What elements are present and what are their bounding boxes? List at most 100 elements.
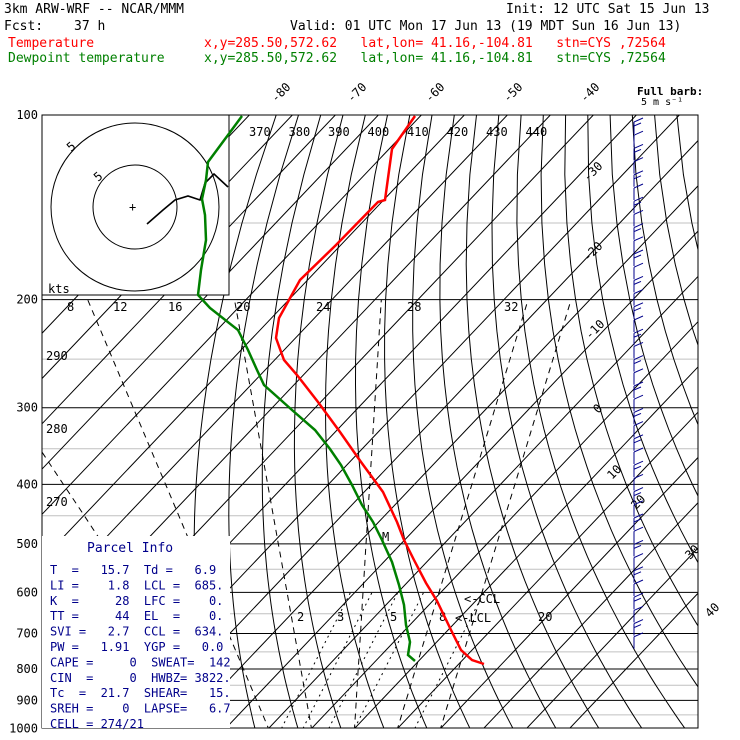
wind-barb-flag [633, 360, 642, 365]
wind-barb-flag [633, 223, 644, 229]
pressure-tick-label: 1000 [9, 722, 38, 736]
pressure-tick-label: 700 [16, 626, 38, 640]
hodograph-unit-label: kts [48, 282, 70, 296]
hodograph-origin: + [129, 200, 136, 214]
wind-barb-flag [633, 143, 644, 149]
wind-barb-flag [633, 130, 644, 136]
wind-barb-flag [633, 333, 642, 338]
isotherm-top-label: -70 [344, 80, 369, 105]
mixing-ratio-line [354, 592, 425, 728]
isotherm-line [182, 185, 698, 728]
wind-barb-flag [633, 386, 642, 391]
mixing-ratio-line [302, 592, 373, 728]
moist-adiabat-line [354, 299, 382, 728]
wind-barb-flag [633, 518, 642, 523]
wind-barb-flag [633, 500, 644, 506]
isotherm-right-label: -10 [582, 317, 607, 342]
plot-area [42, 115, 740, 740]
wind-barb-flag [633, 170, 644, 176]
mixing-ratio-label: 5 [390, 610, 397, 624]
parcel-row: K = 28 LFC = 0. [50, 594, 223, 608]
wind-barb-flag [633, 421, 644, 427]
isotherm-top-label: -60 [422, 80, 447, 105]
hodograph-ring [92, 164, 178, 250]
wind-barb-flag [633, 249, 644, 255]
pressure-tick-label: 600 [16, 585, 38, 599]
wind-barb-flag [633, 302, 644, 308]
theta-label: 420 [447, 125, 469, 139]
mixing-ratio-line [328, 592, 399, 728]
speed-scale-label: 28 [407, 300, 421, 314]
speed-scale-label: 16 [168, 300, 182, 314]
wind-barb-flag [633, 368, 644, 374]
wind-barb-flag [633, 619, 644, 625]
wind-barb-flag [633, 447, 644, 453]
parcel-row: SVI = 2.7 CCL = 634. [50, 625, 223, 639]
wind-barb-flag [633, 275, 644, 281]
isotherm-line [268, 275, 698, 728]
dry-adiabat-line [721, 115, 740, 740]
dry-adiabat-line [228, 115, 299, 728]
dewpoint-profile-line [196, 115, 416, 662]
dry-adiabat-line [516, 115, 686, 728]
parcel-row: PW = 1.91 YGP = 0.0 [50, 640, 223, 654]
valid-time: Valid: 01 UTC Mon 17 Jun 13 (19 MDT Sun … [290, 19, 682, 34]
dry-adiabat-line [354, 115, 428, 728]
isotherm-line [42, 115, 466, 561]
wind-barb-flag [633, 579, 644, 585]
wind-barb-flag [633, 328, 644, 334]
mixing-ratio-line [281, 592, 351, 728]
temperature-location: x,y=285.50,572.62 lat,lon= 41.16,-104.81… [204, 36, 666, 51]
parcel-row: T = 15.7 Td = 6.9 [50, 563, 216, 577]
dry-adiabat-line [654, 115, 698, 347]
init-time: Init: 12 UTC Sat 15 Jun 13 [506, 2, 710, 17]
wind-barb-flag [633, 624, 642, 629]
dry-adiabat-line [540, 115, 698, 688]
parcel-panel-bg [42, 536, 230, 728]
isotherm-line [354, 366, 698, 728]
isotherm-line [42, 115, 337, 425]
isotherm-line [526, 547, 698, 728]
fcst-value: 37 h [74, 19, 106, 34]
temperature-legend: Temperature [8, 36, 95, 51]
mixing-ratio-label: 8 [439, 610, 446, 624]
isotherm-right-label: 10 [604, 462, 624, 482]
wind-barb-flag [633, 280, 642, 285]
wind-barb-flag [633, 460, 644, 466]
pressure-tick-label: 200 [16, 293, 38, 307]
wind-barb-flag [633, 148, 642, 153]
pressure-tick-label: 800 [16, 662, 38, 676]
parcel-row: CELL = 274/21 [50, 717, 144, 731]
wind-barb-flag [633, 407, 644, 413]
wind-barb-flag [633, 157, 644, 163]
wind-barb-flag [633, 355, 644, 361]
hodograph-ring [50, 122, 220, 292]
dry-adiabat-line [261, 115, 322, 728]
dry-adiabat-line [587, 115, 698, 564]
isotherm-top-label: -40 [577, 80, 602, 105]
hodograph-trace [146, 172, 229, 225]
parcel-row: CAPE = 0 SWEAT= 142 [50, 655, 231, 669]
isotherm-line [225, 230, 698, 728]
wind-barb-flag [633, 254, 642, 259]
wind-barbs [633, 117, 644, 649]
theta-label: 440 [526, 125, 548, 139]
dry-adiabat-line [676, 115, 698, 252]
wind-barb-flag [633, 262, 644, 268]
wind-barb-flag [633, 553, 644, 559]
wind-barb-flag [633, 566, 644, 572]
wind-barb-flag [633, 597, 642, 602]
wind-barb-flag [633, 605, 644, 611]
isotherm-line [569, 592, 698, 728]
isotherm-line [42, 115, 423, 516]
theta-label: 390 [328, 125, 350, 139]
wind-barb-flag [633, 307, 642, 312]
dry-adiabat-line [293, 115, 344, 728]
isotherm-right-label: 0 [590, 401, 605, 416]
wind-barb-flag [633, 592, 644, 598]
wind-barb-flag [633, 228, 642, 233]
ccl-marker-label: <-CCL [464, 592, 500, 606]
model-title: 3km ARW-WRF -- NCAR/MMM [4, 2, 185, 17]
fcst-label: Fcst: [4, 19, 44, 34]
